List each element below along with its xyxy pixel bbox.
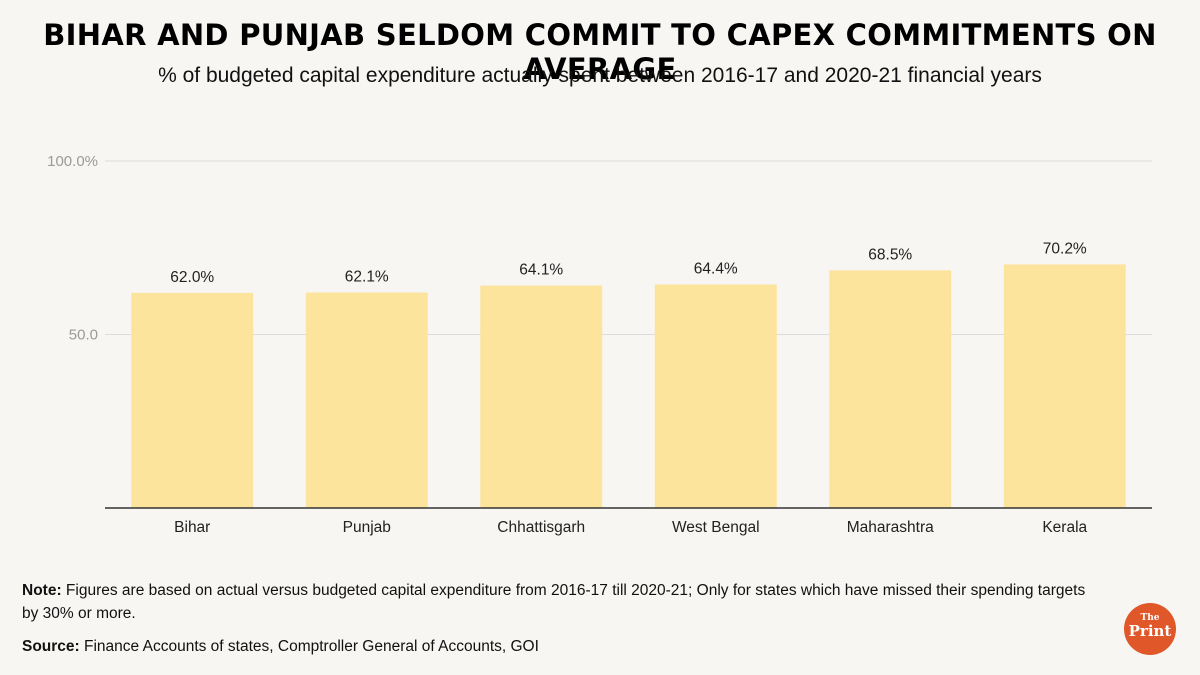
note-label: Note: <box>22 582 62 599</box>
data-label: 68.5% <box>868 246 912 263</box>
bar <box>829 270 952 508</box>
logo-top-text: The <box>1140 613 1160 623</box>
y-tick-label: 50.0 <box>69 327 98 344</box>
note-text: Figures are based on actual versus budge… <box>22 582 1086 622</box>
bar <box>1003 264 1126 508</box>
logo-bottom-text: Print <box>1128 622 1172 640</box>
bar <box>480 285 603 508</box>
chart-source: Source: Finance Accounts of states, Comp… <box>22 638 539 656</box>
data-label: 62.0% <box>170 269 214 286</box>
data-label: 64.1% <box>519 262 563 279</box>
x-tick-label: Kerala <box>1042 519 1087 536</box>
data-label: 70.2% <box>1043 240 1087 257</box>
bar <box>654 284 777 508</box>
bar-chart: 50.0 100.0% 62.0% Bihar 62.1% Punjab 64.1% Chha… <box>47 153 1152 536</box>
x-tick-label: Bihar <box>174 519 210 536</box>
bar <box>305 292 428 508</box>
x-tick-label: Chhattisgarh <box>497 519 585 536</box>
source-text: Finance Accounts of states, Comptroller … <box>79 638 539 655</box>
x-tick-label: Punjab <box>343 519 391 536</box>
x-tick-label: Maharashtra <box>847 519 934 536</box>
data-label: 62.1% <box>345 269 389 286</box>
x-tick-label: West Bengal <box>672 519 760 536</box>
data-label: 64.4% <box>694 261 738 278</box>
chart-note: Note: Figures are based on actual versus… <box>22 579 1102 625</box>
chart-title: BIHAR AND PUNJAB SELDOM COMMIT TO CAPEX … <box>43 18 1157 86</box>
chart-subtitle: % of budgeted capital expenditure actual… <box>158 64 1042 87</box>
y-tick-label: 100.0% <box>47 153 98 170</box>
source-label: Source: <box>22 638 80 655</box>
bar <box>131 292 254 508</box>
theprint-logo: The Print <box>1124 603 1176 655</box>
